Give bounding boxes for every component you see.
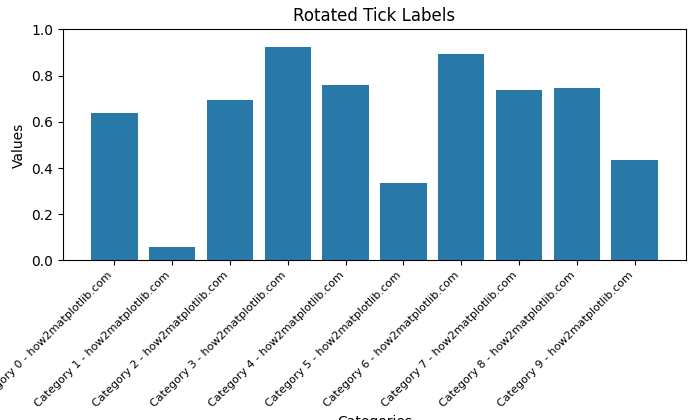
Bar (438, 54, 484, 260)
Bar (207, 100, 253, 260)
Bar (554, 88, 600, 260)
Y-axis label: Values: Values (12, 122, 26, 168)
Bar (91, 113, 138, 260)
X-axis label: Categories: Categories (337, 415, 412, 420)
Bar (611, 160, 658, 260)
Bar (496, 90, 542, 260)
Bar (380, 183, 426, 260)
Bar (323, 84, 369, 260)
Bar (149, 247, 195, 260)
Bar (265, 47, 311, 260)
Title: Rotated Tick Labels: Rotated Tick Labels (293, 7, 456, 25)
